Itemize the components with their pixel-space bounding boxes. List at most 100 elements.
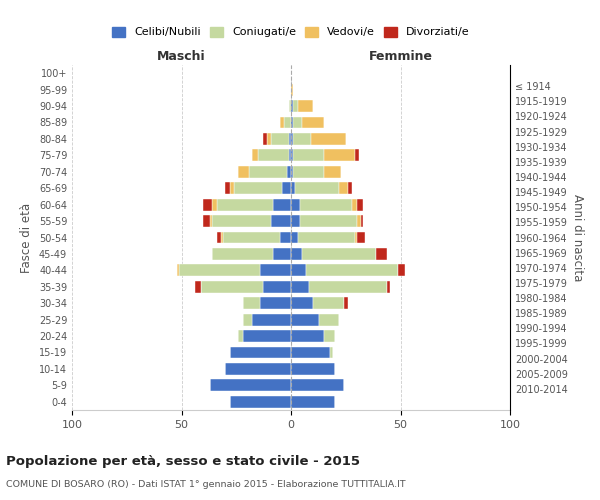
Bar bbox=[356, 232, 365, 243]
Text: Femmine: Femmine bbox=[368, 50, 433, 62]
Bar bbox=[291, 84, 293, 96]
Bar bbox=[291, 330, 324, 342]
Bar bbox=[291, 116, 293, 128]
Bar bbox=[291, 232, 298, 243]
Bar bbox=[230, 346, 291, 358]
Bar bbox=[282, 182, 291, 194]
Text: Popolazione per età, sesso e stato civile - 2015: Popolazione per età, sesso e stato civil… bbox=[6, 455, 360, 468]
Bar bbox=[212, 198, 217, 210]
Bar bbox=[177, 264, 179, 276]
Bar bbox=[271, 133, 289, 145]
Bar bbox=[243, 330, 291, 342]
Bar bbox=[212, 215, 271, 227]
Bar bbox=[298, 100, 313, 112]
Bar bbox=[311, 133, 346, 145]
Bar bbox=[355, 150, 359, 162]
Bar bbox=[293, 166, 324, 177]
Bar bbox=[289, 133, 291, 145]
Bar bbox=[319, 314, 339, 326]
Bar bbox=[226, 182, 230, 194]
Bar bbox=[210, 215, 212, 227]
Bar bbox=[238, 330, 243, 342]
Bar bbox=[348, 182, 352, 194]
Bar bbox=[289, 100, 291, 112]
Bar bbox=[263, 281, 291, 292]
Bar bbox=[203, 198, 212, 210]
Bar bbox=[324, 166, 341, 177]
Bar bbox=[291, 281, 308, 292]
Bar bbox=[293, 133, 311, 145]
Bar bbox=[226, 363, 291, 375]
Bar bbox=[302, 248, 376, 260]
Bar bbox=[217, 198, 274, 210]
Bar bbox=[289, 150, 291, 162]
Bar bbox=[280, 116, 284, 128]
Bar bbox=[243, 314, 251, 326]
Bar bbox=[210, 380, 291, 392]
Bar bbox=[356, 198, 363, 210]
Bar bbox=[274, 198, 291, 210]
Bar bbox=[302, 116, 324, 128]
Bar bbox=[251, 314, 291, 326]
Bar bbox=[179, 264, 260, 276]
Bar bbox=[339, 182, 348, 194]
Bar bbox=[234, 182, 282, 194]
Text: Maschi: Maschi bbox=[157, 50, 206, 62]
Bar bbox=[258, 150, 289, 162]
Bar bbox=[388, 281, 389, 292]
Bar bbox=[230, 396, 291, 407]
Bar bbox=[291, 380, 344, 392]
Bar bbox=[287, 166, 291, 177]
Bar bbox=[221, 232, 223, 243]
Bar bbox=[280, 232, 291, 243]
Bar bbox=[251, 150, 258, 162]
Bar bbox=[201, 281, 263, 292]
Bar bbox=[291, 314, 319, 326]
Bar bbox=[291, 363, 335, 375]
Bar bbox=[260, 264, 291, 276]
Text: COMUNE DI BOSARO (RO) - Dati ISTAT 1° gennaio 2015 - Elaborazione TUTTITALIA.IT: COMUNE DI BOSARO (RO) - Dati ISTAT 1° ge… bbox=[6, 480, 406, 489]
Bar bbox=[291, 198, 300, 210]
Bar bbox=[194, 281, 201, 292]
Bar bbox=[291, 248, 302, 260]
Bar bbox=[331, 346, 332, 358]
Bar bbox=[300, 198, 352, 210]
Bar bbox=[263, 133, 267, 145]
Legend: Celibi/Nubili, Coniugati/e, Vedovi/e, Divorziati/e: Celibi/Nubili, Coniugati/e, Vedovi/e, Di… bbox=[108, 22, 474, 42]
Bar bbox=[291, 166, 293, 177]
Bar bbox=[324, 150, 355, 162]
Bar bbox=[291, 346, 331, 358]
Bar bbox=[291, 182, 295, 194]
Bar bbox=[300, 215, 356, 227]
Bar bbox=[376, 248, 388, 260]
Y-axis label: Anni di nascita: Anni di nascita bbox=[571, 194, 584, 281]
Bar bbox=[293, 116, 302, 128]
Bar bbox=[352, 198, 356, 210]
Bar bbox=[284, 116, 291, 128]
Bar bbox=[295, 182, 339, 194]
Y-axis label: Fasce di età: Fasce di età bbox=[20, 202, 33, 272]
Bar bbox=[291, 264, 307, 276]
Bar bbox=[355, 232, 356, 243]
Bar bbox=[307, 264, 398, 276]
Bar bbox=[243, 298, 260, 309]
Bar bbox=[291, 133, 293, 145]
Bar bbox=[260, 298, 291, 309]
Bar bbox=[298, 232, 355, 243]
Bar bbox=[293, 100, 298, 112]
Bar bbox=[230, 182, 234, 194]
Bar bbox=[250, 166, 287, 177]
Bar bbox=[293, 150, 324, 162]
Bar bbox=[291, 100, 293, 112]
Bar bbox=[274, 248, 291, 260]
Bar bbox=[238, 166, 250, 177]
Bar bbox=[267, 133, 271, 145]
Bar bbox=[291, 396, 335, 407]
Bar bbox=[291, 215, 300, 227]
Bar bbox=[271, 215, 291, 227]
Bar bbox=[356, 215, 361, 227]
Bar bbox=[344, 298, 348, 309]
Bar bbox=[398, 264, 405, 276]
Bar bbox=[291, 150, 293, 162]
Bar bbox=[223, 232, 280, 243]
